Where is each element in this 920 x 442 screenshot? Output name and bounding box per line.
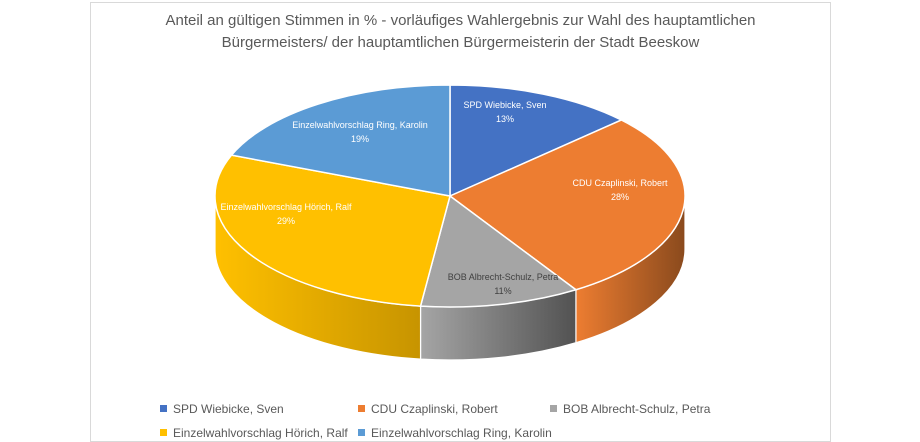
legend-label: BOB Albrecht-Schulz, Petra (563, 402, 711, 416)
legend-swatch (160, 405, 167, 412)
legend-swatch (358, 405, 365, 412)
chart-title: Anteil an gültigen Stimmen in % - vorläu… (90, 10, 831, 54)
pie-slice-2 (448, 119, 686, 291)
data-label-value-5: 19% (351, 134, 369, 144)
legend-swatch (160, 429, 167, 436)
data-label-name-3: BOB Albrecht-Schulz, Petra (448, 272, 559, 282)
legend-item-4: Einzelwahlvorschlag Hörich, Ralf (160, 426, 348, 440)
legend-item-1: SPD Wiebicke, Sven (160, 402, 284, 416)
pie-slice-4 (214, 154, 451, 307)
legend-item-2: CDU Czaplinski, Robert (358, 402, 498, 416)
chart-title-line-2: Bürgermeisters/ der hauptamtlichen Bürge… (221, 34, 700, 51)
legend-swatch (358, 429, 365, 436)
legend-label: CDU Czaplinski, Robert (371, 402, 498, 416)
data-label-name-1: SPD Wiebicke, Sven (463, 100, 546, 110)
legend-item-3: BOB Albrecht-Schulz, Petra (550, 402, 710, 416)
data-label-value-1: 13% (496, 114, 514, 124)
legend-label: Einzelwahlvorschlag Hörich, Ralf (173, 426, 348, 440)
legend-label: Einzelwahlvorschlag Ring, Karolin (371, 426, 552, 440)
legend-swatch (550, 405, 557, 412)
data-label-value-4: 29% (277, 216, 295, 226)
legend-label: SPD Wiebicke, Sven (173, 402, 284, 416)
data-label-value-3: 11% (494, 286, 511, 296)
pie-slice-1 (449, 84, 624, 198)
data-label-value-2: 28% (611, 192, 629, 202)
pie-slice-5 (230, 84, 451, 197)
chart-title-line-1: Anteil an gültigen Stimmen in % - vorläu… (165, 12, 756, 29)
data-label-name-4: Einzelwahlvorschlag Hörich, Ralf (220, 202, 352, 212)
data-label-name-5: Einzelwahlvorschlag Ring, Karolin (292, 120, 428, 130)
pie-slice-3 (419, 194, 578, 308)
legend-item-5: Einzelwahlvorschlag Ring, Karolin (358, 426, 552, 440)
data-label-name-2: CDU Czaplinski, Robert (572, 178, 668, 188)
